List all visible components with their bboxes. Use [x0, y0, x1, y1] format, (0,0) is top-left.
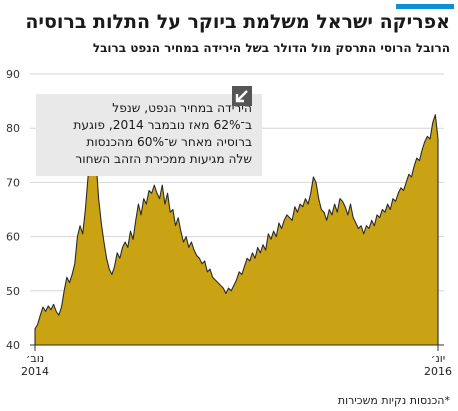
chart-subtitle: הרובל הרוסי התרסק מול הדולר בשל הירידה ב… [92, 41, 450, 55]
accent-bar [396, 4, 454, 9]
y-tick-label: 90 [6, 68, 20, 81]
arrow-down-left-icon [232, 86, 252, 106]
annotation-line-2: ב־62% מאז נובמבר 2014, פוגעת [73, 118, 252, 132]
annotation-line-3: ברוסיה מאחר ש־60% מהכנסות [86, 135, 252, 149]
annotation-line-4: שלה מגיעות ממכירת הזהב השחור [75, 152, 252, 166]
ruble-area-chart: 40 50 60 70 80 90 נוב׳2014 יונ׳2016 [6, 68, 452, 378]
x-tick-month: נוב׳ [26, 352, 44, 365]
y-tick-label: 40 [6, 339, 20, 352]
page-title: אפריקה ישראל משלמת ביוקר על התלות ברוסיה [25, 11, 450, 33]
annotation-line-1: הירידה במחיר הנפט, שנפל [112, 101, 252, 115]
x-tick-year: 2014 [21, 365, 49, 378]
y-tick-label: 50 [6, 285, 20, 298]
y-axis: 40 50 60 70 80 90 [6, 68, 20, 352]
ruble-area-series [34, 114, 439, 346]
y-tick-label: 60 [6, 231, 20, 244]
footnote: *הכנסות נקיות משכירות [337, 394, 450, 407]
y-tick-label: 70 [6, 176, 20, 189]
x-axis: נוב׳2014 יונ׳2016 [21, 345, 452, 378]
y-tick-label: 80 [6, 122, 20, 135]
annotation-box: הירידה במחיר הנפט, שנפל ב־62% מאז נובמבר… [36, 94, 262, 176]
x-tick-year: 2016 [424, 365, 452, 378]
x-tick-month: יונ׳ [431, 352, 445, 365]
